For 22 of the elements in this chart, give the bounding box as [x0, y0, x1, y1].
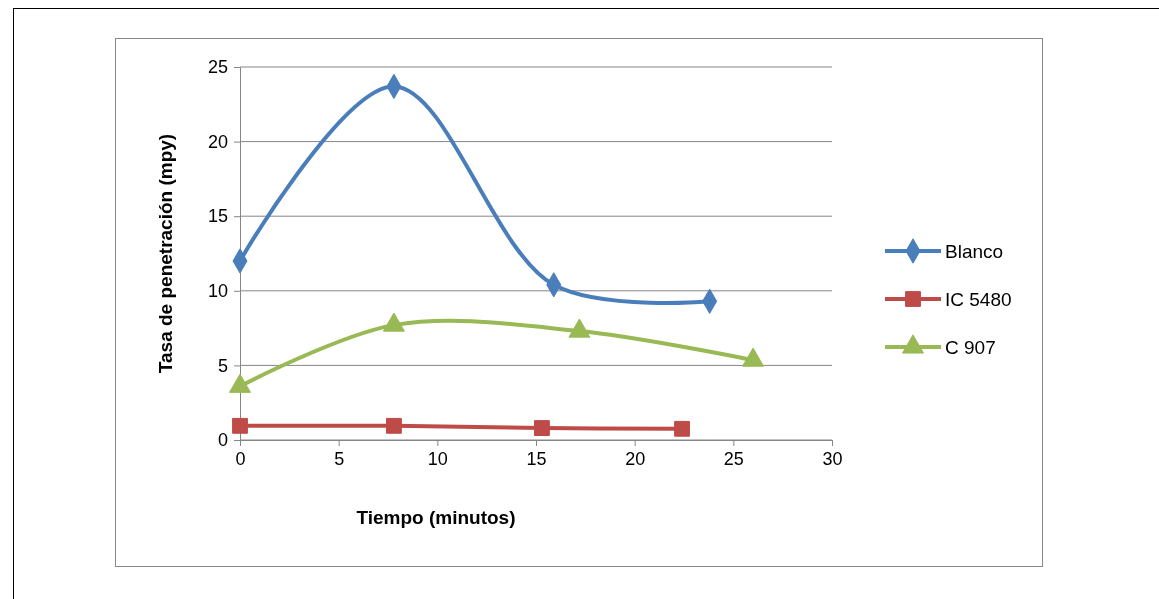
- x-tick-label: 20: [625, 448, 646, 469]
- y-tick-label: 20: [207, 131, 228, 152]
- y-tick-label: 0: [217, 430, 228, 451]
- x-tick-label: 0: [235, 448, 246, 469]
- point: [534, 420, 550, 436]
- x-tick-label: 25: [723, 448, 744, 469]
- point: [674, 420, 690, 437]
- legend-label: C 907: [945, 337, 996, 358]
- point: [386, 417, 402, 434]
- legend-label: IC 5480: [945, 289, 1012, 310]
- y-tick-label: 10: [207, 281, 228, 302]
- legend-label: Blanco: [945, 241, 1004, 262]
- x-tick-label: 15: [526, 448, 547, 469]
- y-tick-label: 25: [207, 57, 228, 78]
- y-axis-title: Tasa de penetración (mpy): [155, 133, 176, 374]
- y-tick-label: 15: [207, 206, 228, 227]
- point: [232, 417, 248, 434]
- x-axis-title: Tiempo (minutos): [356, 507, 516, 528]
- x-tick-label: 5: [334, 448, 345, 469]
- y-tick-label: 5: [217, 355, 228, 376]
- x-tick-label: 10: [427, 448, 448, 469]
- x-tick-label: 30: [822, 448, 843, 469]
